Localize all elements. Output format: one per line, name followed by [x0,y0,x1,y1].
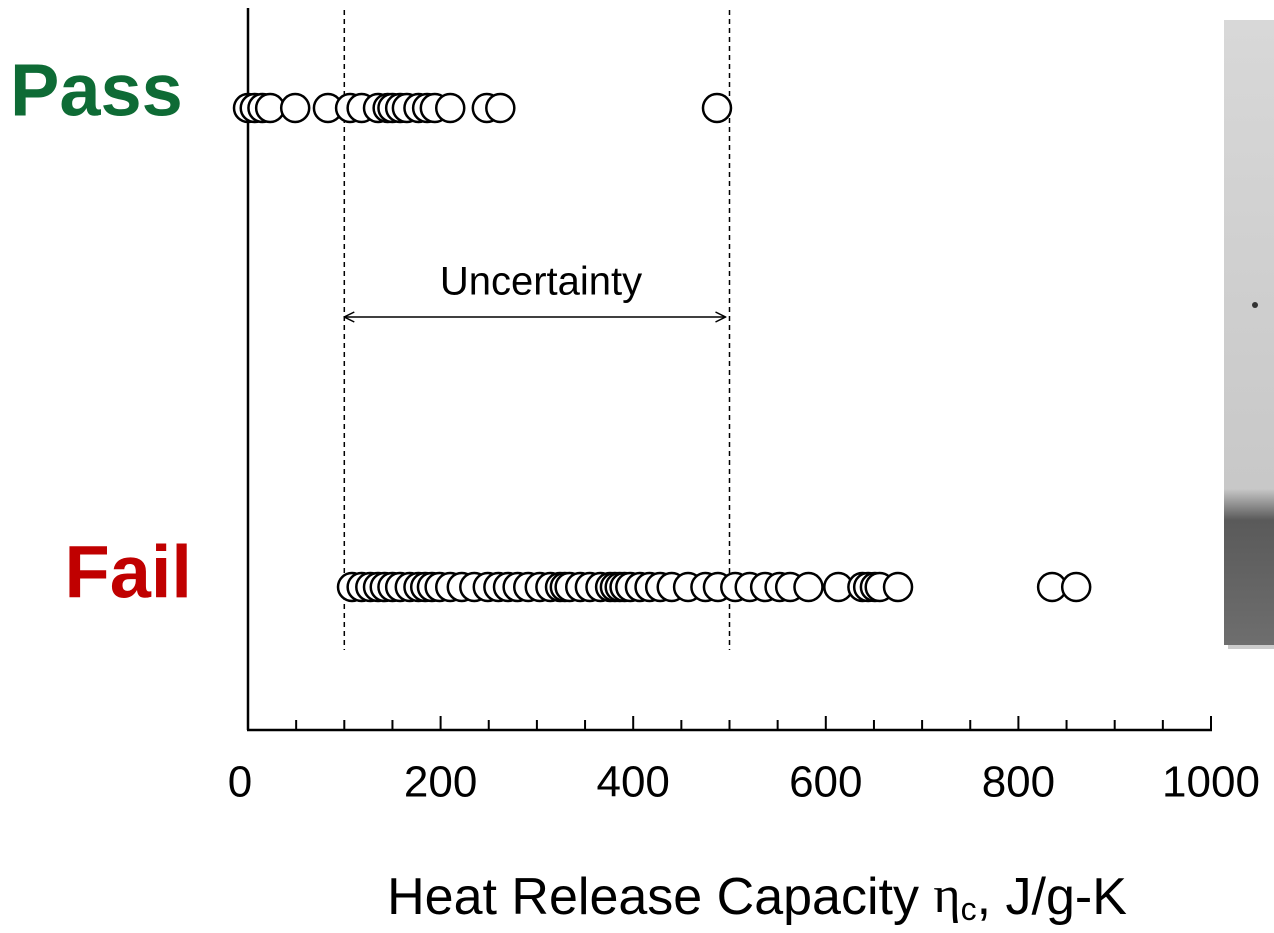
x-tick-label: 800 [982,758,1055,807]
point [701,92,733,124]
x-tick-label: 200 [404,758,477,807]
x-axis-label: Heat Release Capacity ηc, J/g-K [387,867,1127,928]
x-axis-label-unit: , J/g-K [977,868,1128,926]
row-label: Pass [10,49,183,132]
photo-detail [1252,302,1258,308]
x-axis-label-subscript: c [961,891,977,927]
photo [1224,20,1274,645]
x-axis-label-symbol: η [933,867,960,924]
point [279,92,311,124]
x-axis-label-text: Heat Release Capacity [387,868,933,926]
point [882,571,914,603]
point [793,571,824,603]
x-tick-label: 0 [228,758,252,807]
point [434,92,466,124]
annotation: Uncertainty [440,260,642,304]
x-tick-label: 1000 [1162,758,1260,807]
x-tick-label: 600 [789,758,862,807]
point [1060,571,1092,603]
row-label: Fail [65,531,192,614]
x-tick-label: 400 [596,758,669,807]
point [485,92,516,124]
